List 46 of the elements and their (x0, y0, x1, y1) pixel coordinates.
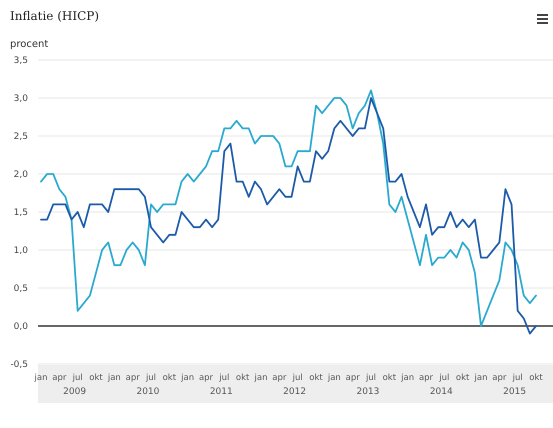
x-tick-label: jul (292, 373, 303, 383)
y-tick-label: 0,0 (14, 322, 28, 332)
x-tick-label: jan (106, 373, 121, 383)
x-tick-label: jul (364, 373, 376, 383)
text: 2014 (430, 387, 454, 397)
y-tick-label: -0,5 (10, 360, 28, 370)
text: 2013 (356, 387, 380, 397)
y-tick-label: 1,0 (14, 246, 28, 256)
x-tick-label: apr (346, 373, 360, 383)
x-tick-label: apr (52, 373, 67, 383)
text: 2012 (283, 387, 306, 397)
x-tick-label: okt (456, 373, 470, 383)
x-tick-label: jul (438, 373, 450, 383)
x-tick-label: okt (162, 373, 177, 383)
x-tick-label: jan (254, 373, 268, 383)
x-tick-label: apr (126, 373, 140, 383)
y-tick-label: 2,0 (14, 170, 28, 180)
text: 2009 (63, 387, 86, 397)
x-tick-label: jan (34, 373, 48, 383)
y-tick-label: 2,5 (14, 132, 28, 142)
x-tick-label: okt (529, 373, 544, 383)
x-tick-label: jan (180, 373, 194, 383)
x-tick-label: jul (512, 373, 523, 383)
y-tick-label: 0,5 (14, 284, 28, 294)
x-tick-label: apr (492, 373, 507, 383)
x-tick-label: jan (474, 373, 488, 383)
x-tick-label: jul (72, 373, 83, 383)
text: 2010 (136, 387, 160, 397)
x-tick-label: okt (236, 373, 250, 383)
chart-title: Inflatie (HICP) (10, 9, 100, 23)
x-tick-label: apr (272, 373, 287, 383)
y-tick-label: 3,5 (14, 56, 28, 66)
text: 2015 (503, 387, 526, 397)
x-tick-label: apr (418, 373, 434, 383)
x-tick-label: okt (309, 373, 324, 383)
x-tick-label: jul (144, 373, 156, 383)
y-axis-title: procent (10, 39, 48, 50)
text: 2011 (210, 387, 233, 397)
y-tick-label: 3,0 (14, 94, 28, 104)
x-tick-label: okt (89, 373, 104, 383)
x-tick-label: okt (382, 373, 397, 383)
x-tick-label: jan (326, 373, 341, 383)
y-tick-label: 1,5 (14, 208, 28, 218)
x-tick-label: jan (400, 373, 414, 383)
x-tick-label: apr (198, 373, 214, 383)
x-tick-label: jul (218, 373, 230, 383)
